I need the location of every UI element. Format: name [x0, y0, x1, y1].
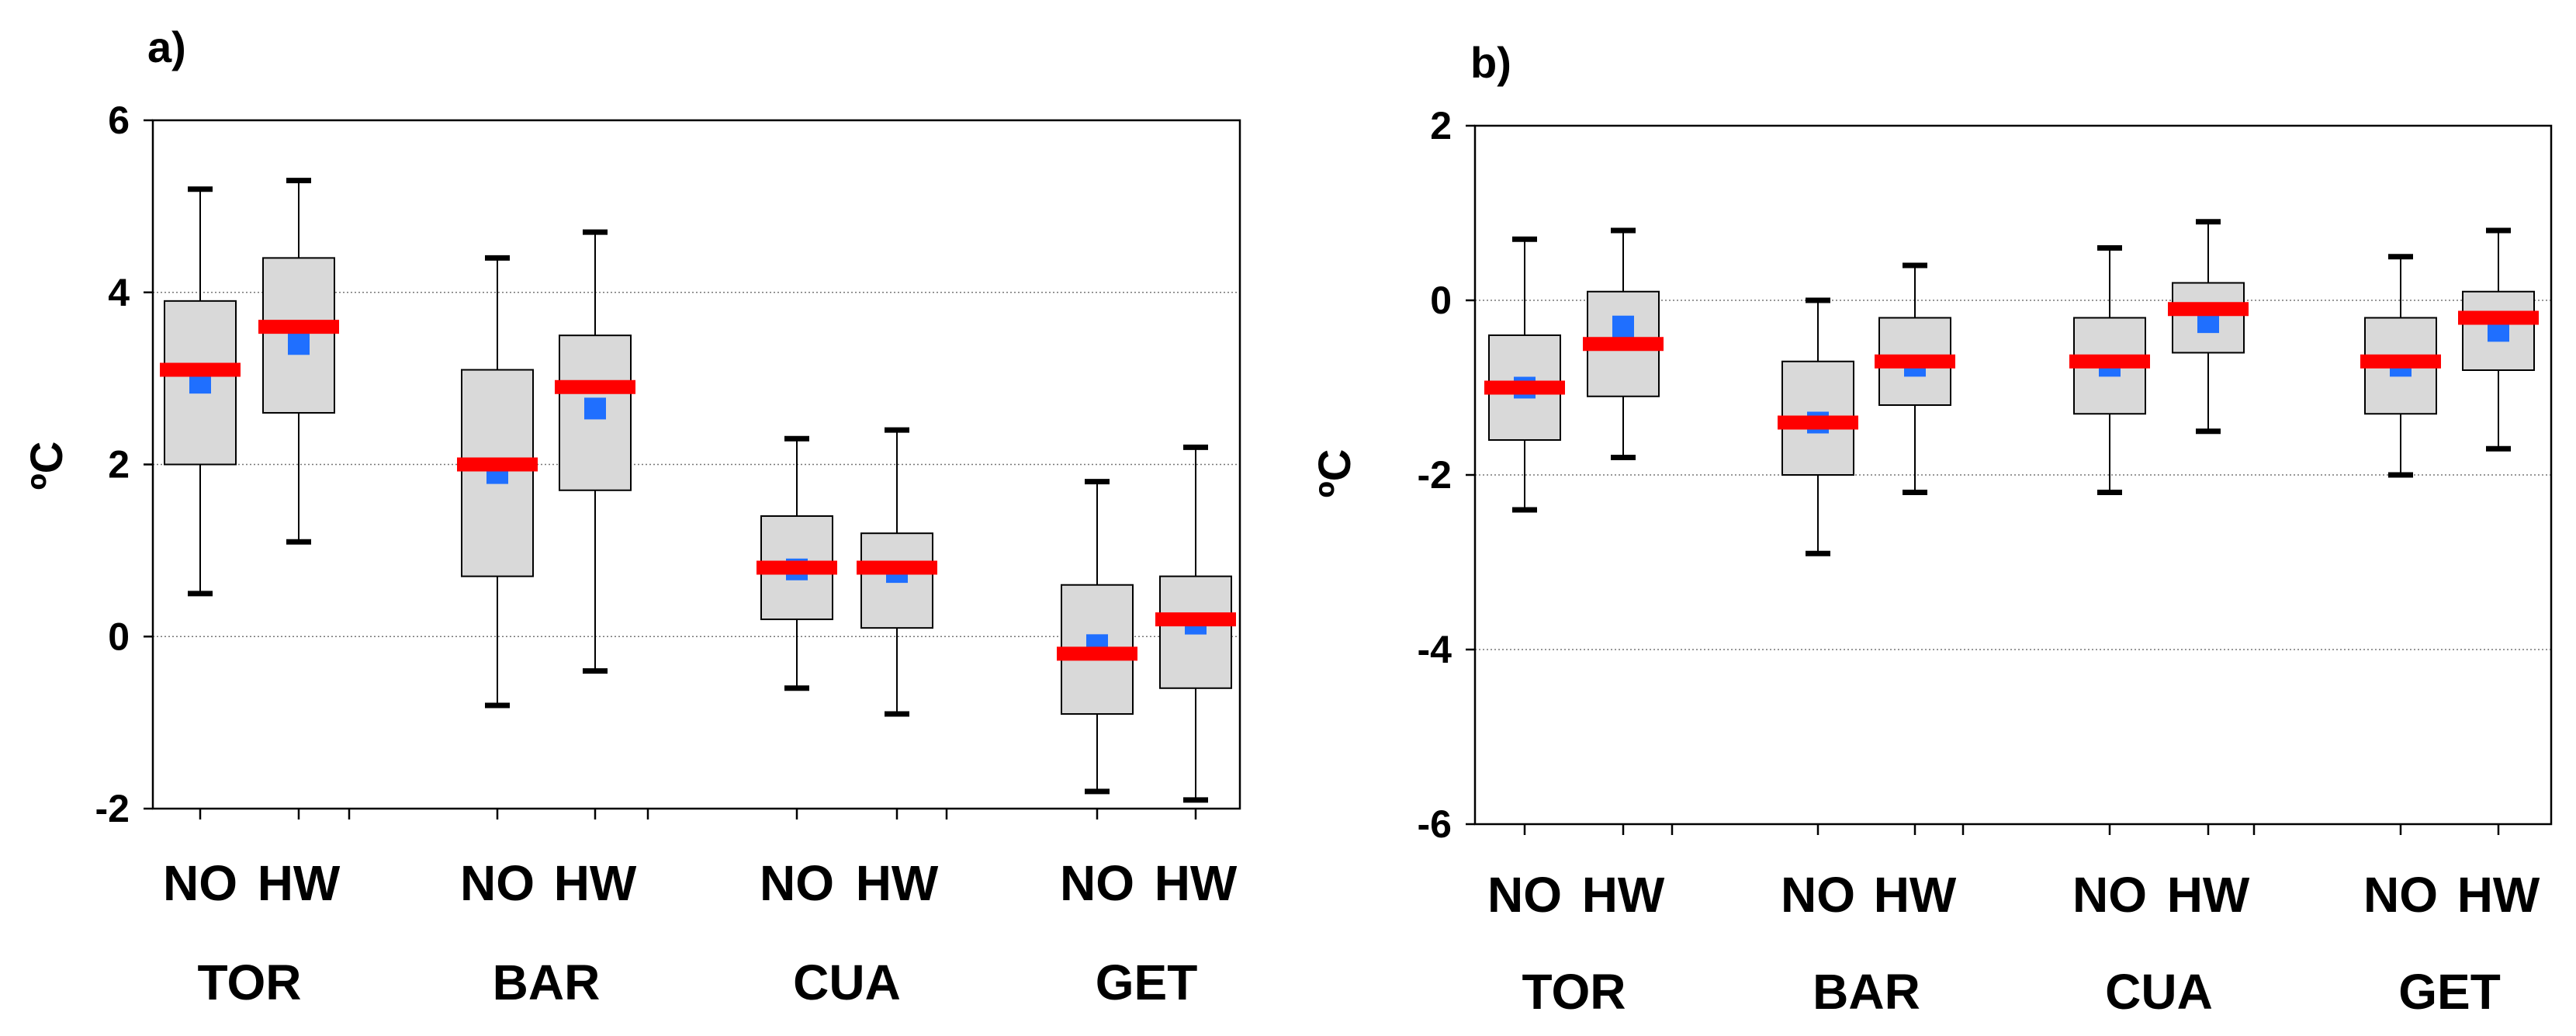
y-axis-label: ºC — [1310, 449, 1360, 497]
panel-label: b) — [1470, 38, 1511, 87]
category-label-no: NO — [163, 855, 237, 911]
box-tor-no — [160, 186, 241, 597]
box-bar-hw — [555, 229, 635, 674]
group-label-bar: BAR — [493, 955, 601, 1010]
category-label-hw: HW — [258, 855, 341, 911]
y-tick-label: 2 — [1430, 104, 1452, 147]
group-label-tor: TOR — [1522, 964, 1626, 1020]
mean-marker — [584, 397, 606, 420]
y-axis-label: ºC — [22, 441, 72, 490]
box-bar-hw — [1875, 262, 1955, 495]
category-label-no: NO — [460, 855, 535, 911]
box-tor-hw — [258, 178, 339, 545]
y-tick-label: -4 — [1418, 628, 1452, 671]
group-label-get: GET — [1096, 955, 1198, 1010]
category-label-hw: HW — [1874, 867, 1957, 923]
category-label-hw: HW — [856, 855, 939, 911]
group-label-bar: BAR — [1813, 964, 1920, 1020]
box-cua-hw — [857, 427, 937, 717]
group-label-cua: CUA — [793, 955, 901, 1010]
box-get-hw — [1155, 444, 1236, 803]
box-bar-no — [1778, 297, 1858, 556]
category-label-no: NO — [2363, 867, 2438, 923]
category-label-hw: HW — [2167, 867, 2250, 923]
box-cua-no — [2069, 245, 2150, 495]
mean-marker — [288, 333, 310, 355]
category-label-no: NO — [760, 855, 834, 911]
box-tor-hw — [1583, 227, 1664, 460]
category-label-no: NO — [1487, 867, 1562, 923]
group-label-cua: CUA — [2105, 964, 2213, 1020]
box-get-no — [2360, 254, 2441, 478]
y-tick-label: -2 — [1418, 453, 1452, 497]
box-cua-hw — [2168, 219, 2249, 435]
y-tick-label: 6 — [108, 99, 130, 142]
y-tick-label: 0 — [108, 615, 130, 658]
category-label-no: NO — [1781, 867, 1855, 923]
category-label-no: NO — [1060, 855, 1134, 911]
y-tick-label: -2 — [95, 787, 130, 830]
panel-b-boxplot: -6 -4 -2 0 2 ºC b) NO HW TOR NO HW BAR NO HW CUA NO HW GET — [1310, 38, 2553, 1020]
panel-a-boxplot: -2 0 2 4 6 ºC a) NO HW TOR NO HW BAR NO HW CUA NO HW GET — [22, 23, 1241, 1010]
box-tor-no — [1484, 236, 1565, 513]
box-get-hw — [2458, 227, 2539, 452]
y-tick-label: 4 — [108, 271, 130, 314]
box-bar-no — [457, 255, 538, 709]
iqr-box — [559, 334, 632, 491]
group-label-get: GET — [2398, 964, 2501, 1020]
panel-label: a) — [147, 23, 186, 71]
category-label-hw: HW — [554, 855, 637, 911]
y-tick-label: -6 — [1418, 802, 1452, 846]
category-label-hw: HW — [1155, 855, 1238, 911]
category-label-hw: HW — [2457, 867, 2540, 923]
box-cua-no — [757, 435, 837, 691]
group-label-tor: TOR — [198, 955, 302, 1010]
y-tick-label: 2 — [108, 443, 130, 487]
box-get-no — [1057, 479, 1137, 795]
mean-marker — [1612, 315, 1634, 338]
y-tick-label: 0 — [1430, 279, 1452, 322]
category-label-no: NO — [2072, 867, 2147, 923]
category-label-hw: HW — [1582, 867, 1665, 923]
